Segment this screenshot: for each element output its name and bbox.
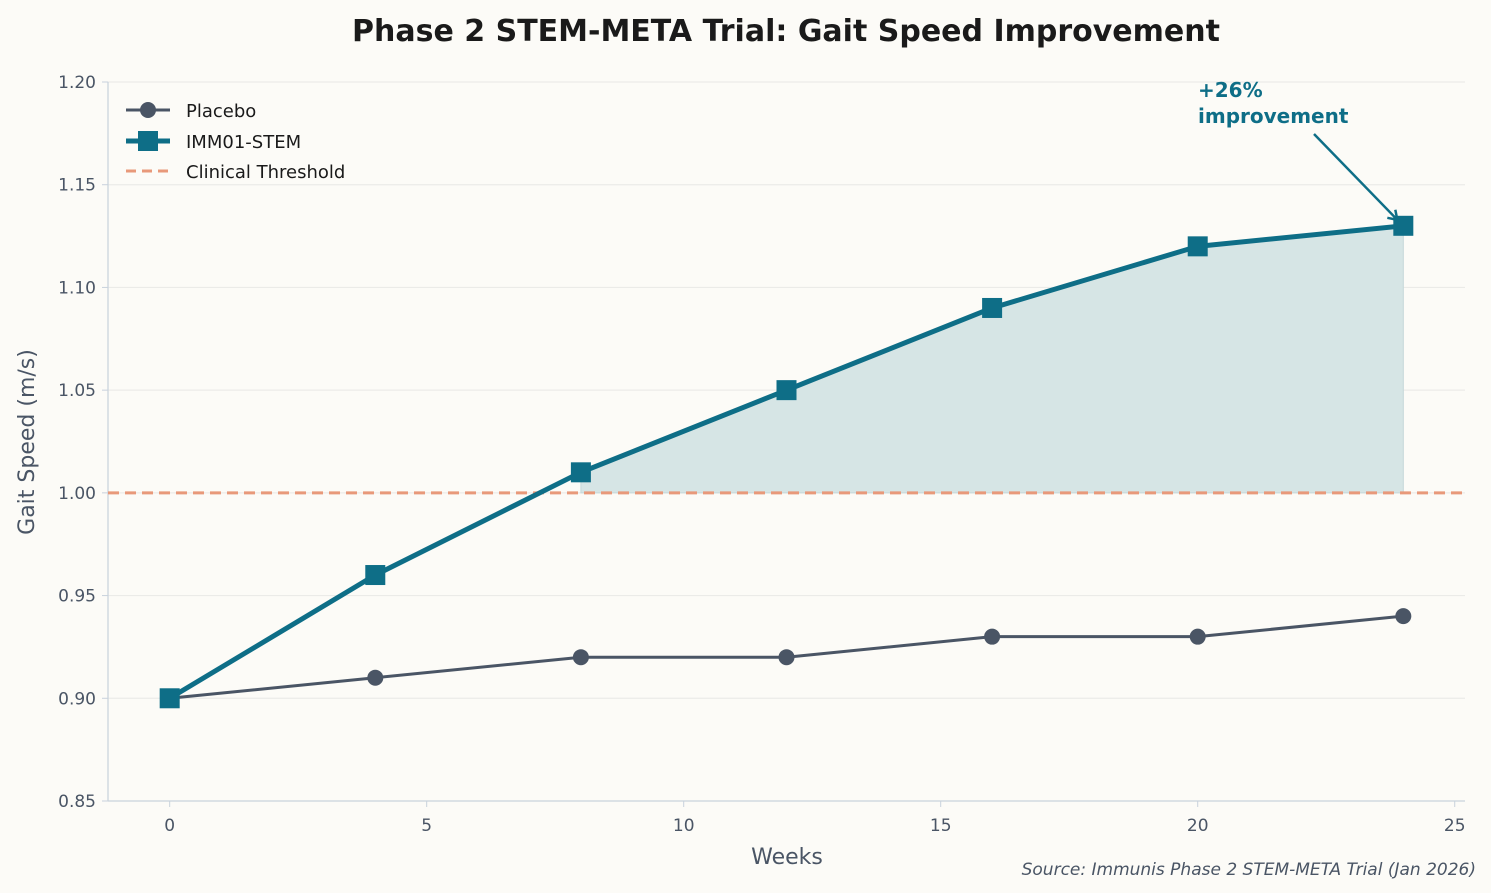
source-note: Source: Immunis Phase 2 STEM-META Trial … [1022,860,1476,880]
chart-title: Phase 2 STEM-META Trial: Gait Speed Impr… [352,14,1220,49]
imm01-stem-point [982,297,1003,318]
improvement-fill [580,225,1404,494]
annotation-line1: +26% [1198,78,1263,102]
x-tick-label: 0 [164,816,175,836]
placebo-point [778,649,795,666]
legend-imm-label: IMM01-STEM [186,132,301,153]
legend-threshold-label: Clinical Threshold [186,162,345,183]
imm01-stem-point [570,462,591,483]
annotation-arrowhead [1387,209,1399,222]
x-tick-label: 10 [673,816,695,836]
y-tick-label: 1.10 [58,278,96,298]
placebo-point [1395,608,1412,625]
y-tick-label: 0.90 [58,689,96,709]
x-tick-label: 15 [930,816,952,836]
legend-imm-marker [138,131,158,151]
y-tick-label: 0.95 [58,587,96,607]
y-tick-label: 1.15 [58,176,96,196]
placebo-point [1189,628,1206,645]
placebo-point [367,669,384,686]
imm01-stem-point [365,565,386,586]
y-axis-label: Gait Speed (m/s) [15,349,40,535]
legend: Placebo IMM01-STEM Clinical Threshold [126,101,345,183]
y-tick-label: 1.00 [58,484,96,504]
y-tick-label: 1.05 [58,381,96,401]
placebo-point [984,628,1001,645]
x-axis-label: Weeks [751,845,823,870]
imm01-stem-point [776,380,797,401]
imm01-stem-point [159,688,180,709]
y-tick-label: 0.85 [58,792,96,812]
annotation-arrow [1313,133,1399,221]
placebo-point [572,649,589,666]
legend-placebo-marker [140,102,156,118]
imm01-stem-point [1187,236,1208,257]
x-tick-label: 5 [421,816,432,836]
y-tick-label: 1.20 [58,73,96,93]
x-tick-label: 25 [1444,816,1466,836]
legend-placebo-label: Placebo [186,101,256,122]
annotation-line2: improvement [1198,104,1349,128]
x-tick-label: 20 [1187,816,1209,836]
